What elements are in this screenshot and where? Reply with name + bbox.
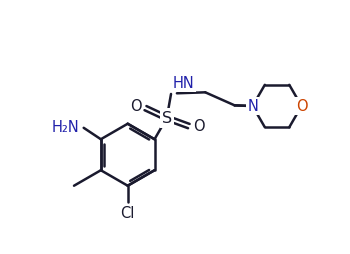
Text: H₂N: H₂N <box>52 120 79 135</box>
Text: N: N <box>247 99 258 114</box>
Text: O: O <box>193 119 204 134</box>
Text: Cl: Cl <box>120 206 135 221</box>
Text: O: O <box>130 99 141 114</box>
Text: O: O <box>296 99 307 114</box>
Text: S: S <box>162 110 172 125</box>
Text: N: N <box>247 99 258 114</box>
Text: HN: HN <box>173 76 194 91</box>
